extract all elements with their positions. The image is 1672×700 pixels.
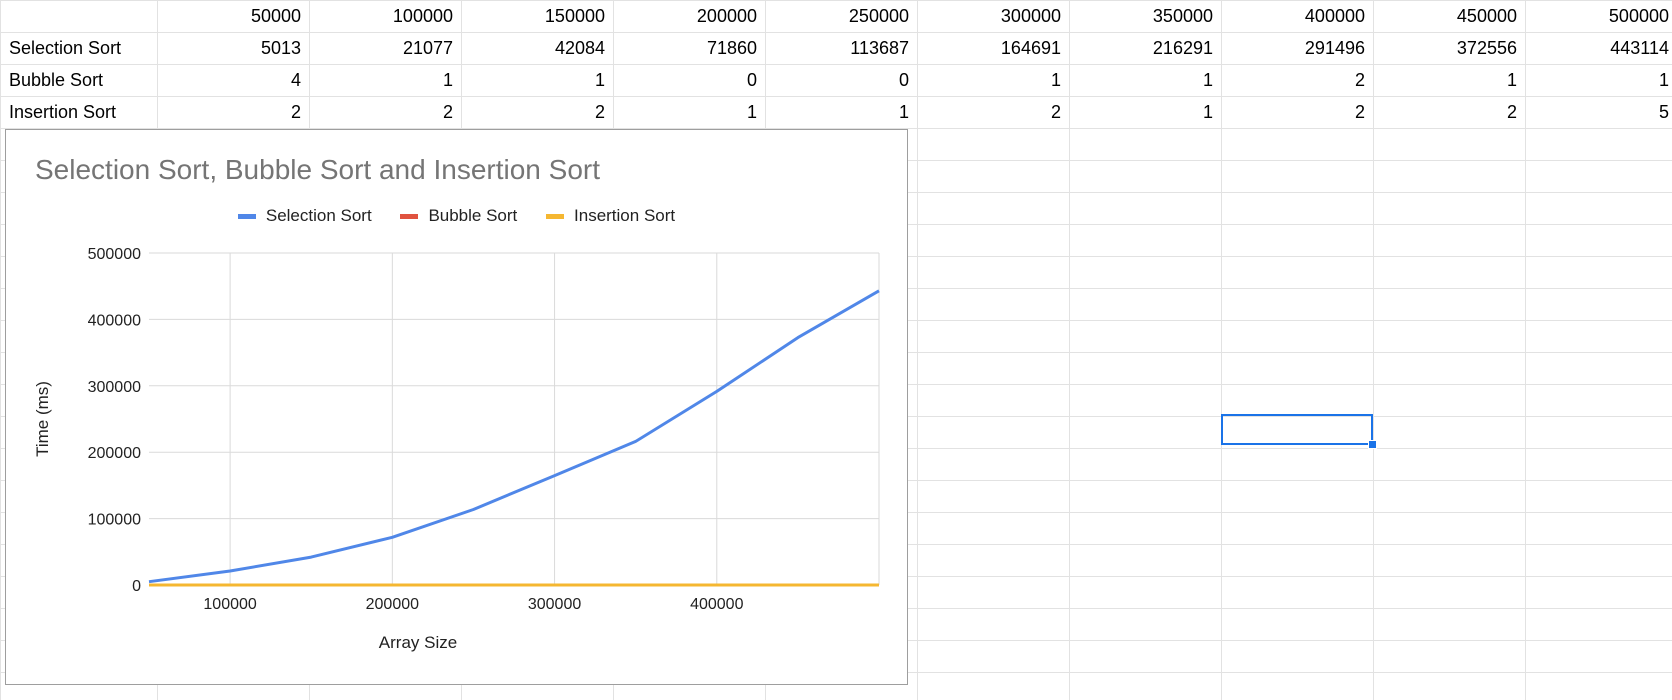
x-axis-label: Array Size	[379, 633, 457, 652]
header-cell[interactable]: 100000	[392, 6, 453, 26]
value-cell[interactable]: 42084	[554, 38, 605, 58]
value-cell[interactable]: 1	[1202, 102, 1213, 122]
header-cell[interactable]: 300000	[1000, 6, 1061, 26]
header-cell[interactable]: 150000	[544, 6, 605, 26]
value-cell[interactable]: 5013	[260, 38, 301, 58]
value-cell[interactable]: 113687	[850, 38, 909, 58]
value-cell[interactable]: 21077	[402, 38, 453, 58]
value-cell[interactable]: 2	[1050, 102, 1061, 122]
value-cell[interactable]: 1	[898, 102, 909, 122]
selected-cell[interactable]	[1221, 414, 1373, 445]
header-cell[interactable]: 450000	[1456, 6, 1517, 26]
row-label-cell[interactable]: Selection Sort	[9, 38, 122, 58]
value-cell[interactable]: 0	[746, 70, 757, 90]
legend-label: Insertion Sort	[574, 206, 676, 225]
value-cell[interactable]: 0	[898, 70, 909, 90]
value-cell[interactable]: 2	[1354, 102, 1365, 122]
value-cell[interactable]: 372556	[1456, 38, 1517, 58]
value-cell[interactable]: 2	[1354, 70, 1365, 90]
legend-item-selection-sort[interactable]: Selection Sort	[237, 206, 372, 226]
value-cell[interactable]: 216291	[1152, 38, 1213, 58]
header-cell[interactable]: 500000	[1608, 6, 1669, 26]
y-axis-label: Time (ms)	[33, 381, 52, 457]
value-cell[interactable]: 5	[1658, 102, 1669, 122]
value-cell[interactable]: 1	[1658, 70, 1669, 90]
y-tick-label: 100000	[88, 512, 141, 529]
value-cell[interactable]: 443114	[1610, 38, 1669, 58]
line-chart[interactable]: 0 100000 200000 300000 400000 500000 100000 200…	[5, 129, 908, 685]
chart-legend: Selection Sort Bubble Sort Insertion Sor…	[6, 206, 907, 226]
y-tick-label: 500000	[88, 246, 141, 263]
series-line-selection-sort	[148, 289, 880, 584]
x-tick-label: 300000	[528, 596, 581, 613]
value-cell[interactable]: 2	[442, 102, 453, 122]
value-cell[interactable]: 4	[290, 70, 301, 90]
value-cell[interactable]: 2	[1506, 102, 1517, 122]
value-cell[interactable]: 1	[442, 70, 453, 90]
value-cell[interactable]: 1	[1050, 70, 1061, 90]
value-cell[interactable]: 1	[746, 102, 757, 122]
y-tick-label: 400000	[88, 312, 141, 329]
x-tick-label: 200000	[366, 596, 419, 613]
header-cell[interactable]: 200000	[696, 6, 757, 26]
value-cell[interactable]: 1	[594, 70, 605, 90]
legend-swatch-insertion	[546, 214, 565, 220]
value-cell[interactable]: 164691	[1000, 38, 1061, 58]
value-cell[interactable]: 71860	[706, 38, 757, 58]
value-cell[interactable]: 291496	[1304, 38, 1365, 58]
y-tick-label: 200000	[88, 445, 141, 462]
chart-title: Selection Sort, Bubble Sort and Insertio…	[35, 154, 600, 185]
value-cell[interactable]: 1	[1506, 70, 1517, 90]
row-label-cell[interactable]: Bubble Sort	[9, 70, 104, 90]
legend-item-bubble-sort[interactable]: Bubble Sort	[400, 206, 517, 226]
value-cell[interactable]: 2	[594, 102, 605, 122]
legend-item-insertion-sort[interactable]: Insertion Sort	[546, 206, 675, 226]
value-cell[interactable]: 2	[290, 102, 301, 122]
fill-handle[interactable]	[1368, 440, 1377, 449]
header-cell[interactable]: 250000	[848, 6, 909, 26]
legend-label: Bubble Sort	[428, 206, 518, 225]
legend-label: Selection Sort	[265, 206, 372, 225]
header-cell[interactable]: 400000	[1304, 6, 1365, 26]
header-cell[interactable]: 350000	[1152, 6, 1213, 26]
y-tick-label: 0	[132, 578, 141, 595]
row-label-cell[interactable]: Insertion Sort	[9, 102, 117, 122]
header-cell[interactable]: 50000	[250, 6, 301, 26]
legend-swatch-selection	[237, 214, 256, 220]
y-tick-label: 300000	[88, 379, 141, 396]
legend-swatch-bubble	[400, 214, 419, 220]
x-tick-label: 400000	[690, 596, 743, 613]
value-cell[interactable]: 1	[1202, 70, 1213, 90]
chart-plot: 0 100000 200000 300000 400000 500000 100000 200…	[33, 246, 880, 652]
x-tick-label: 100000	[203, 596, 256, 613]
